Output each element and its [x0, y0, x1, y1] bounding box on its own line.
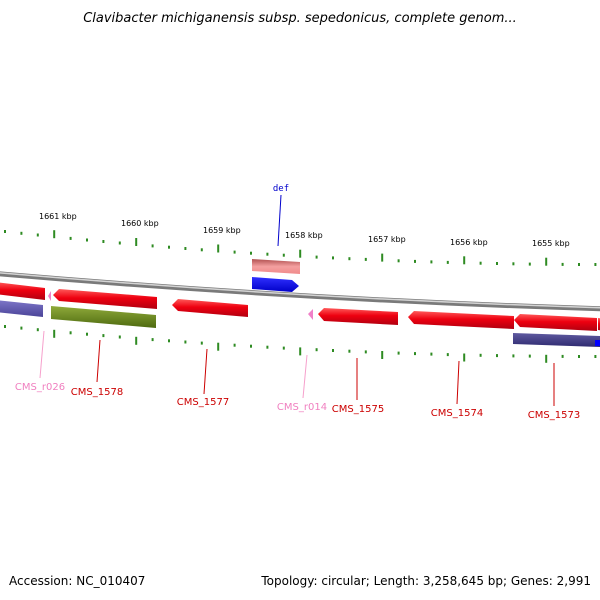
genome-backbone — [0, 271, 600, 312]
label-cms-1573: CMS_1573 — [528, 410, 580, 421]
cms-1578-leader — [96, 339, 101, 383]
tick-label-1657: 1657 kbp — [368, 235, 406, 244]
accession-text: Accession: NC_010407 — [9, 574, 146, 588]
tick-label-1659: 1659 kbp — [203, 226, 241, 235]
cms-r026-leader — [39, 330, 45, 379]
genome-backbone-highlight — [0, 272, 600, 309]
label-cms-1578: CMS_1578 — [71, 387, 123, 398]
cms-1574-cds[interactable] — [408, 311, 514, 329]
olive-feature[interactable] — [51, 306, 156, 328]
label-cms-1574: CMS_1574 — [431, 408, 483, 419]
tick-label-1661: 1661 kbp — [39, 212, 77, 221]
tick-label-1658: 1658 kbp — [285, 231, 323, 240]
def-leader — [277, 194, 282, 247]
label-cms-1575: CMS_1575 — [332, 404, 384, 415]
outer-tick-ring — [4, 230, 597, 266]
cms-r014-leader — [302, 354, 308, 399]
cms-1575-cds[interactable] — [318, 308, 398, 325]
cms-r026-rna[interactable] — [48, 291, 51, 301]
navy-feature[interactable] — [513, 333, 600, 347]
cms-1573-cds[interactable] — [514, 314, 597, 331]
tick-label-1656: 1656 kbp — [450, 238, 488, 247]
tick-label-1655: 1655 kbp — [532, 239, 570, 248]
cms-1577-cds[interactable] — [172, 299, 248, 317]
map-title: Clavibacter michiganensis subsp. sepedon… — [83, 11, 517, 26]
cms-r014-rna[interactable] — [308, 309, 313, 320]
def-gene-arrow[interactable] — [252, 277, 299, 292]
cds-left-edge[interactable] — [0, 282, 45, 300]
cms-1578-cds[interactable] — [53, 289, 157, 309]
inner-tick-ring — [4, 325, 597, 363]
cms-1577-leader — [203, 348, 208, 395]
label-cms-1577: CMS_1577 — [177, 397, 229, 408]
def-misc-feature[interactable] — [252, 259, 300, 274]
cms-1574-leader — [456, 360, 460, 405]
label-cms-r014: CMS_r014 — [277, 402, 327, 413]
topology-stats-text: Topology: circular; Length: 3,258,645 bp… — [261, 574, 591, 588]
blue-edge-feature[interactable] — [595, 340, 600, 346]
tick-label-1660: 1660 kbp — [121, 219, 159, 228]
label-def: def — [273, 184, 289, 194]
label-cms-r026: CMS_r026 — [15, 382, 65, 393]
purple-feature-left[interactable] — [0, 300, 43, 317]
